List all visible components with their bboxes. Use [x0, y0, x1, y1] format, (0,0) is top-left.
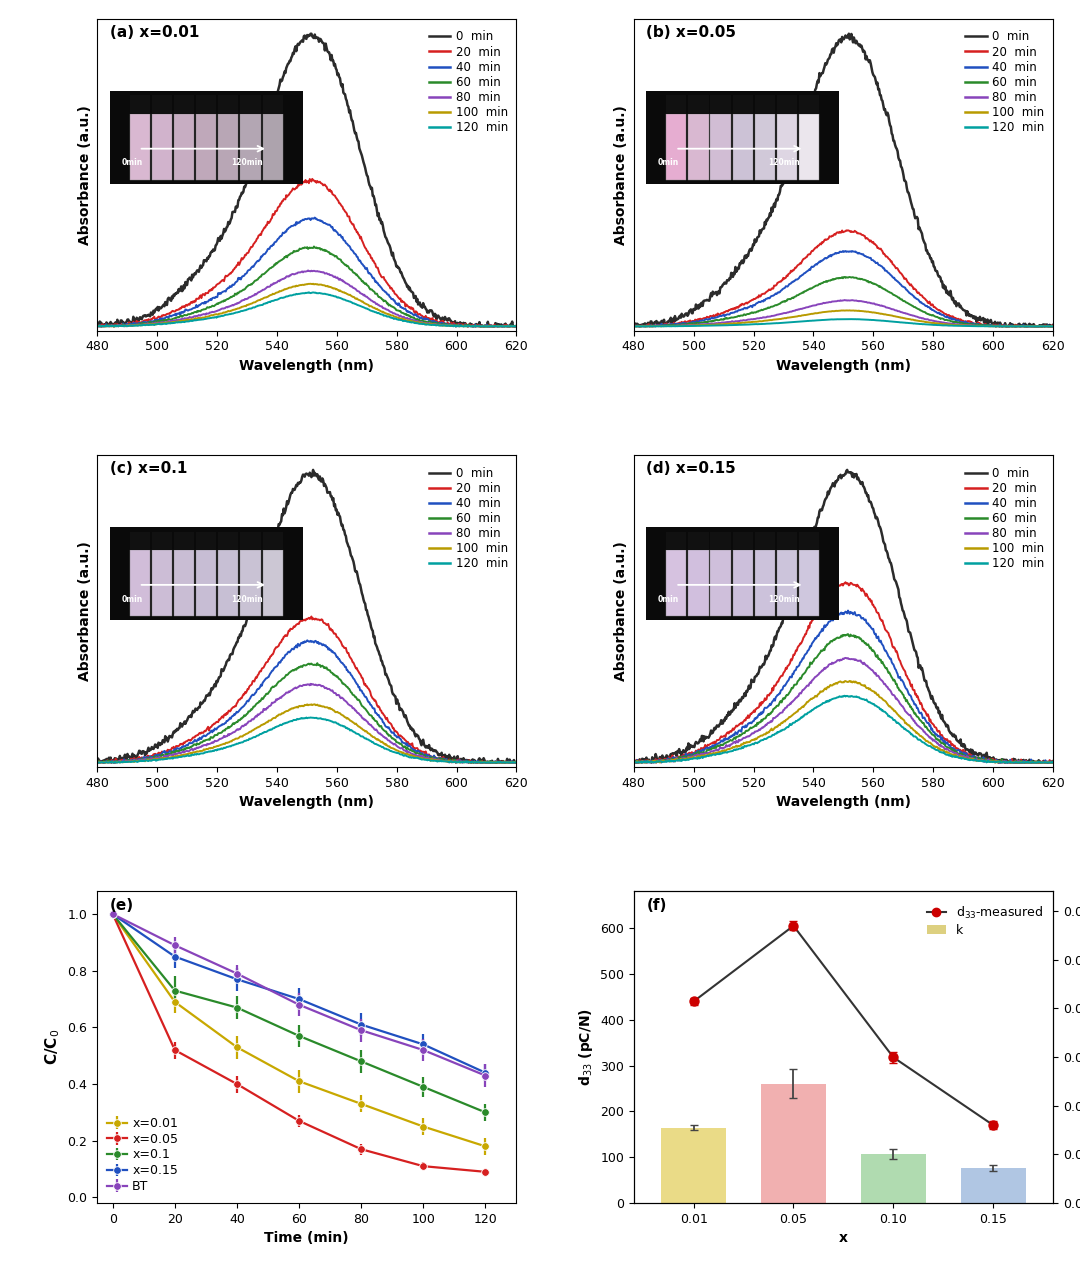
- Bar: [861, 1155, 926, 1203]
- X-axis label: Wavelength (nm): Wavelength (nm): [775, 359, 910, 373]
- Text: (c) x=0.1: (c) x=0.1: [110, 462, 187, 476]
- X-axis label: Wavelength (nm): Wavelength (nm): [775, 796, 910, 810]
- Bar: [761, 1083, 826, 1203]
- X-axis label: Time (min): Time (min): [265, 1231, 349, 1245]
- X-axis label: Wavelength (nm): Wavelength (nm): [240, 796, 375, 810]
- Text: (b) x=0.05: (b) x=0.05: [646, 25, 737, 41]
- Bar: [661, 1128, 726, 1203]
- Legend: x=0.01, x=0.05, x=0.1, x=0.15, BT: x=0.01, x=0.05, x=0.1, x=0.15, BT: [104, 1113, 181, 1197]
- Bar: [961, 1167, 1026, 1203]
- Point: [985, 1115, 1002, 1136]
- X-axis label: x: x: [839, 1231, 848, 1245]
- X-axis label: Wavelength (nm): Wavelength (nm): [240, 359, 375, 373]
- Y-axis label: d$_{33}$ (pC/N): d$_{33}$ (pC/N): [577, 1008, 594, 1086]
- Y-axis label: Absorbance (a.u.): Absorbance (a.u.): [615, 104, 629, 244]
- Point: [785, 915, 802, 936]
- Point: [685, 992, 702, 1012]
- Legend: 0  min, 20  min, 40  min, 60  min, 80  min, 100  min, 120  min: 0 min, 20 min, 40 min, 60 min, 80 min, 1…: [963, 465, 1048, 573]
- Y-axis label: Absorbance (a.u.): Absorbance (a.u.): [78, 541, 92, 681]
- Y-axis label: Absorbance (a.u.): Absorbance (a.u.): [615, 541, 629, 681]
- Point: [885, 1048, 902, 1068]
- Y-axis label: Absorbance (a.u.): Absorbance (a.u.): [78, 104, 92, 244]
- Text: (e): (e): [110, 897, 134, 913]
- Y-axis label: C/C$_0$: C/C$_0$: [43, 1029, 62, 1066]
- Legend: 0  min, 20  min, 40  min, 60  min, 80  min, 100  min, 120  min: 0 min, 20 min, 40 min, 60 min, 80 min, 1…: [427, 465, 511, 573]
- Text: (a) x=0.01: (a) x=0.01: [110, 25, 199, 41]
- Text: (d) x=0.15: (d) x=0.15: [646, 462, 737, 476]
- Legend: 0  min, 20  min, 40  min, 60  min, 80  min, 100  min, 120  min: 0 min, 20 min, 40 min, 60 min, 80 min, 1…: [963, 28, 1048, 136]
- Text: (f): (f): [646, 897, 666, 913]
- Legend: d$_{33}$-measured, k: d$_{33}$-measured, k: [923, 901, 1047, 941]
- Legend: 0  min, 20  min, 40  min, 60  min, 80  min, 100  min, 120  min: 0 min, 20 min, 40 min, 60 min, 80 min, 1…: [427, 28, 511, 136]
